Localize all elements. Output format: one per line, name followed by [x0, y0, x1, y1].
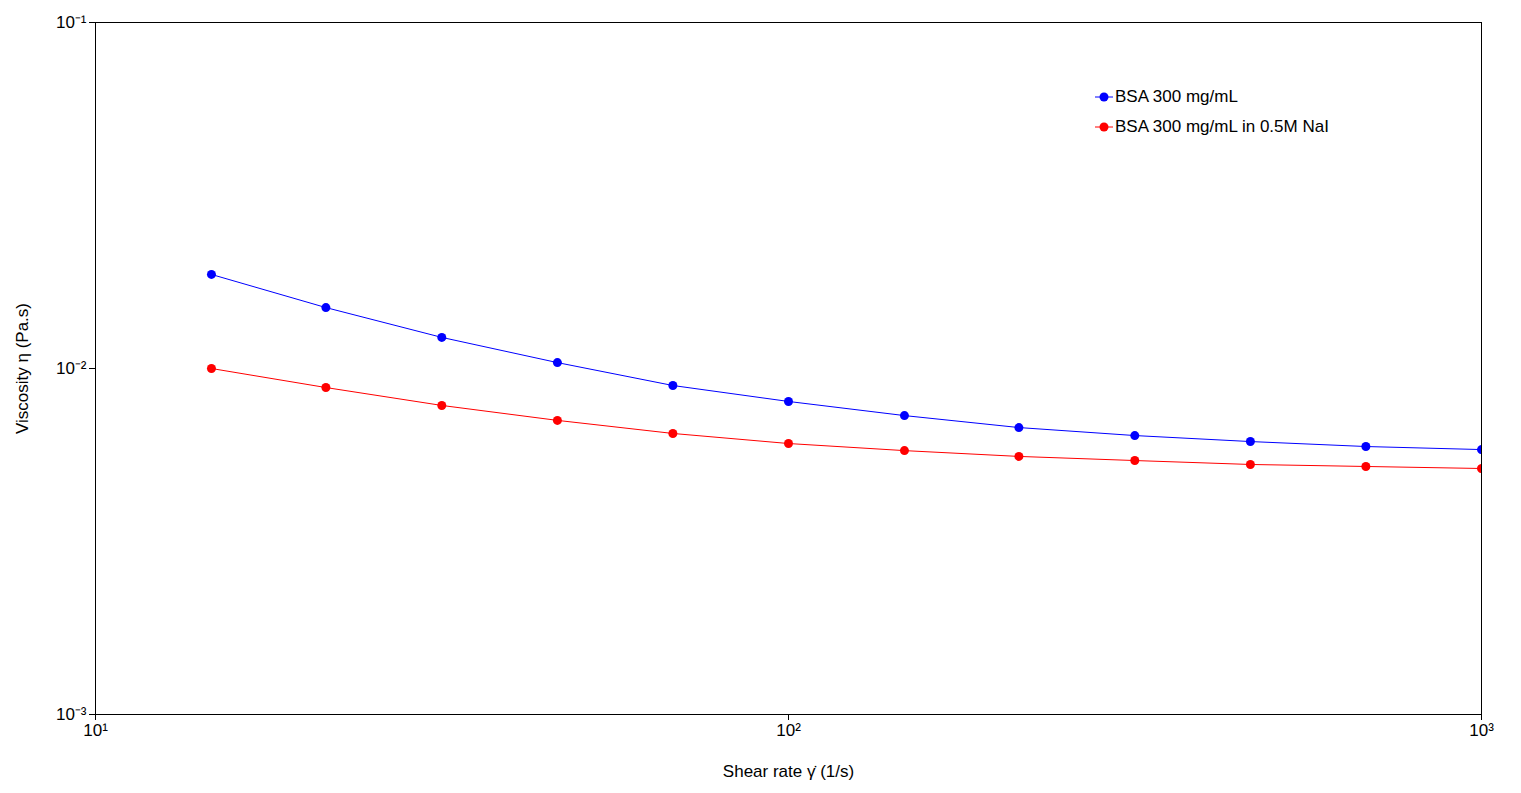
- html-text:BSA 300 mg/mL: BSA 300 mg/mL: [1115, 87, 1238, 106]
- svg-text:10⁻²: 10⁻²: [56, 359, 87, 378]
- svg-text:10⁻¹: 10⁻¹: [56, 13, 87, 32]
- svg-text:10¹: 10¹: [83, 721, 108, 740]
- svg-text:Viscosity η (Pa.s): Viscosity η (Pa.s): [13, 303, 32, 434]
- svg-text:10³: 10³: [1469, 721, 1494, 740]
- html-text:BSA 300 mg/mL in 0.5M NaI: BSA 300 mg/mL in 0.5M NaI: [1115, 117, 1329, 136]
- svg-text:Shear rate γ̇ (1/s): Shear rate γ̇ (1/s): [723, 762, 854, 781]
- svg-text:10²: 10²: [776, 721, 801, 740]
- svg-text:10⁻³: 10⁻³: [56, 705, 87, 724]
